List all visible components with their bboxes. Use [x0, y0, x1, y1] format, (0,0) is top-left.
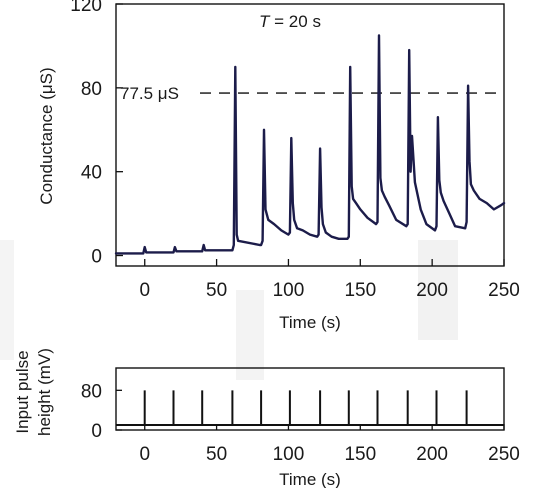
period-symbol: T [259, 12, 271, 31]
conductance-y-tick-label: 0 [91, 247, 102, 268]
pulse-x-tick-label: 150 [344, 444, 376, 465]
conductance-y-tick-label: 120 [70, 0, 102, 16]
conductance-plot-frame [115, 3, 505, 267]
pulse-x-axis-label: Time (s) [279, 470, 341, 488]
conductance-x-axis-label: Time (s) [279, 313, 341, 332]
pulse-plot-frame [115, 367, 505, 431]
conductance-x-tick-label: 50 [206, 280, 227, 301]
pulse-y-axis-label-line-2: height (mV) [35, 348, 54, 436]
pulse-x-tick-label: 50 [206, 444, 227, 465]
pulse-x-tick-label: 200 [416, 444, 448, 465]
conductance-x-tick-label: 100 [273, 280, 305, 301]
background-watermark [0, 240, 458, 380]
period-value: = 20 s [269, 12, 321, 31]
pulse-train-line [116, 390, 504, 427]
conductance-x-tick-label: 200 [416, 280, 448, 301]
conductance-x-tick-label: 150 [344, 280, 376, 301]
conductance-series-line [114, 34, 506, 255]
conductance-y-tick-label: 40 [81, 163, 102, 184]
conductance-y-tick-label: 80 [81, 79, 102, 100]
pulse-y-ticks: 0 80 [81, 381, 122, 442]
pulse-y-axis-label-line-1: Input pulse [13, 350, 32, 433]
conductance-x-tick-label: 250 [488, 280, 520, 301]
pulse-y-tick-label: 80 [81, 381, 102, 402]
conductance-y-ticks: 0 40 80 120 [70, 0, 123, 268]
pulse-x-tick-label: 250 [488, 444, 520, 465]
pulse-x-tick-label: 0 [139, 444, 150, 465]
conductance-y-axis-label: Conductance (μS) [37, 67, 56, 204]
period-annotation: T = 20 s [259, 12, 321, 31]
input-pulse-panel: 0 80 0 50 100 150 200 250 Time (s) Input pulse… [13, 348, 520, 488]
pulse-x-tick-label: 100 [273, 444, 305, 465]
conductance-panel: 0 40 80 120 0 50 100 150 200 250 77.5 μS T = 20 … [37, 0, 520, 332]
conductance-x-tick-label: 0 [139, 280, 150, 301]
pulse-y-tick-label: 0 [91, 421, 102, 442]
reference-line-label: 77.5 μS [120, 84, 179, 103]
conductance-x-ticks: 0 50 100 150 200 250 [139, 259, 520, 301]
